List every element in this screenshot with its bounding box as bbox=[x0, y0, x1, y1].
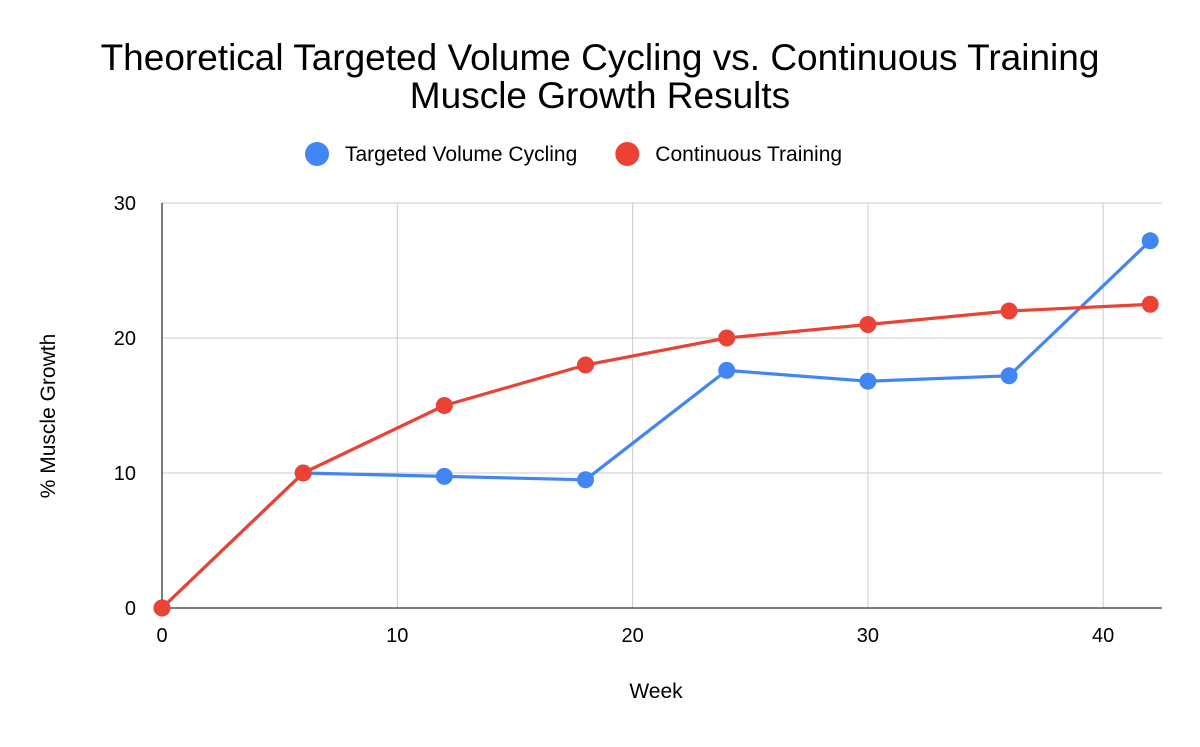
x-tick-label: 10 bbox=[386, 625, 408, 647]
series-line bbox=[160, 239, 1152, 610]
data-point bbox=[577, 471, 595, 489]
x-axis-label: Week bbox=[629, 680, 683, 703]
x-tick-label: 30 bbox=[857, 625, 879, 647]
legend-label: Targeted Volume Cycling bbox=[345, 143, 577, 166]
series-1 bbox=[153, 232, 1159, 617]
y-axis-label: % Muscle Growth bbox=[37, 334, 60, 499]
series-line bbox=[160, 302, 1152, 610]
x-tick-label: 20 bbox=[621, 625, 643, 647]
legend-marker bbox=[305, 142, 329, 166]
data-point bbox=[153, 599, 171, 617]
x-tick-label: 40 bbox=[1092, 625, 1114, 647]
data-point bbox=[1141, 295, 1159, 313]
legend-item: Continuous Training bbox=[615, 142, 842, 166]
chart-title: Theoretical Targeted Volume Cycling vs. … bbox=[101, 37, 1100, 116]
data-point bbox=[294, 464, 312, 482]
data-point bbox=[435, 397, 453, 414]
data-point bbox=[859, 316, 877, 333]
data-point bbox=[435, 467, 453, 485]
y-tick-label: 10 bbox=[114, 463, 136, 485]
legend-label: Continuous Training bbox=[655, 143, 842, 166]
series-layer bbox=[153, 232, 1159, 617]
y-tick-label: 30 bbox=[114, 193, 136, 215]
data-point bbox=[718, 329, 736, 347]
gridlines bbox=[162, 202, 1162, 608]
data-point bbox=[577, 356, 595, 374]
data-point bbox=[1000, 367, 1018, 385]
data-point bbox=[1000, 302, 1018, 320]
series-2 bbox=[153, 295, 1159, 617]
data-point bbox=[1141, 232, 1159, 250]
axes bbox=[161, 203, 1162, 609]
chart-title-line-1: Theoretical Targeted Volume Cycling vs. … bbox=[101, 37, 1100, 78]
legend-marker bbox=[615, 142, 640, 166]
y-tick-label: 20 bbox=[114, 328, 136, 350]
x-tick-label: 0 bbox=[156, 625, 167, 647]
legend: Targeted Volume Cycling Continuous Traini… bbox=[305, 142, 842, 166]
data-point bbox=[859, 372, 877, 390]
legend-item: Targeted Volume Cycling bbox=[305, 142, 577, 166]
y-tick-label: 0 bbox=[125, 598, 136, 620]
tick-labels: 0 10 20 30 40 0 10 20 30 bbox=[114, 193, 1115, 647]
data-point bbox=[718, 361, 736, 379]
chart-title-line-2: Muscle Growth Results bbox=[410, 75, 790, 116]
